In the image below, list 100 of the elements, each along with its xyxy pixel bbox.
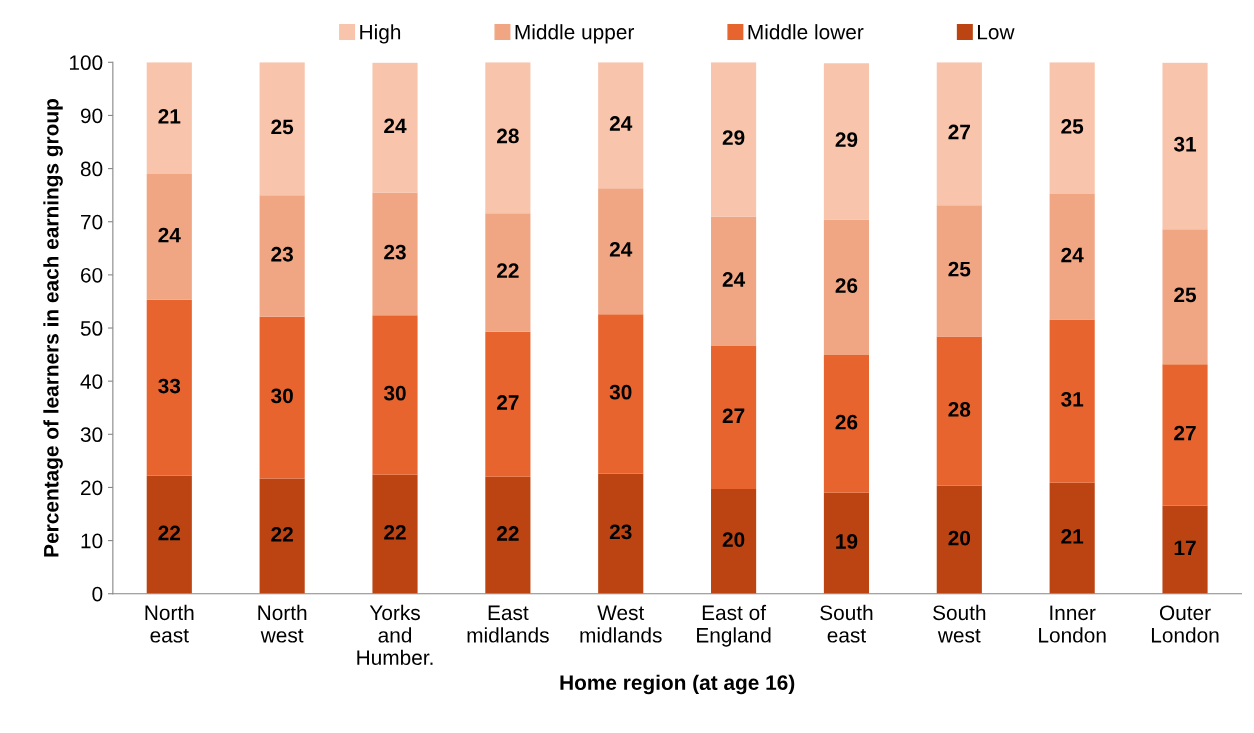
data-label: 24 [609, 242, 633, 257]
y-tick-label: 80 [80, 161, 103, 177]
y-tick-label: 0 [92, 586, 103, 602]
y-tick-label: 30 [80, 427, 103, 443]
bar [823, 219, 870, 356]
data-label: 30 [271, 388, 293, 404]
bar [259, 62, 305, 196]
x-tick-label: West midlands [580, 605, 662, 643]
bar [259, 478, 305, 594]
legend-label: Low [977, 24, 1015, 40]
bar [259, 316, 305, 479]
bar [598, 314, 644, 474]
y-tick-label: 100 [69, 55, 103, 71]
bar [485, 62, 531, 214]
bar [146, 173, 192, 300]
bar [1049, 319, 1095, 483]
data-label: 22 [497, 263, 519, 278]
data-label: 25 [271, 119, 294, 135]
data-label: 24 [158, 227, 181, 243]
bar [711, 216, 757, 347]
bar [146, 62, 192, 174]
data-label: 22 [271, 526, 293, 542]
y-tick-label: 40 [80, 374, 103, 389]
data-label: 30 [383, 385, 406, 401]
data-label: 28 [497, 128, 519, 144]
data-label: 31 [1061, 391, 1084, 407]
data-label: 21 [158, 108, 181, 124]
x-tick-label: East of England [697, 604, 771, 647]
bar [259, 195, 305, 317]
data-label: 24 [1061, 247, 1084, 263]
data-label: 22 [384, 525, 406, 540]
bar [711, 62, 757, 217]
data-label: 21 [1061, 529, 1084, 544]
x-tick-label: South east [820, 604, 873, 643]
bar [1049, 62, 1095, 195]
data-label: 25 [1174, 287, 1197, 303]
y-tick-label: 70 [81, 214, 103, 230]
data-label: 24 [722, 272, 746, 287]
bar [711, 489, 757, 594]
y-tick-label: 50 [80, 321, 103, 336]
data-label: 20 [722, 532, 745, 547]
legend-label: Middle lower [748, 24, 864, 40]
bar [1162, 364, 1208, 506]
data-label: 19 [836, 534, 858, 549]
bar [485, 213, 531, 332]
data-label: 27 [722, 408, 745, 423]
data-label: 27 [497, 395, 519, 410]
bar [823, 355, 870, 493]
bar [372, 474, 418, 594]
x-axis-title: Home region (at age 16) [560, 674, 795, 695]
bar [372, 192, 418, 316]
bar [936, 62, 982, 206]
data-label: 25 [948, 261, 971, 277]
x-tick-label: South west [933, 604, 986, 643]
y-axis-title: Percentage of learners in each earnings group [43, 99, 63, 557]
data-label: 24 [609, 116, 633, 131]
legend-label: Middle upper [515, 24, 635, 44]
data-label: 23 [609, 524, 632, 540]
bar [146, 475, 192, 594]
bar [936, 205, 982, 337]
y-tick-label: 20 [81, 480, 103, 496]
data-label: 20 [948, 530, 971, 546]
bar [711, 346, 757, 490]
bar [936, 336, 982, 486]
y-tick-label: 10 [81, 533, 103, 549]
data-label: 26 [835, 278, 858, 293]
bar [1162, 229, 1208, 365]
data-label: 27 [948, 124, 970, 140]
bar [936, 485, 982, 594]
data-label: 23 [384, 244, 406, 260]
bar [1049, 194, 1095, 320]
data-label: 25 [1061, 119, 1084, 134]
data-label: 31 [1173, 136, 1197, 152]
data-label: 30 [609, 384, 632, 400]
legend-label: High [360, 24, 401, 44]
data-label: 28 [948, 402, 971, 417]
bar [823, 63, 870, 220]
data-label: 27 [1174, 425, 1196, 441]
data-label: 22 [497, 526, 519, 541]
data-label: 23 [271, 246, 293, 262]
data-label: 33 [158, 378, 181, 394]
y-tick-label: 90 [80, 108, 103, 124]
x-tick-label: North west [258, 604, 307, 643]
data-label: 24 [384, 118, 407, 134]
bar [1162, 505, 1208, 594]
bar [485, 476, 531, 594]
bar [372, 315, 418, 475]
data-label: 26 [835, 414, 858, 430]
bar [372, 62, 418, 193]
bar [1049, 482, 1095, 594]
x-tick-label: Yorks and Humber. [357, 604, 433, 666]
y-tick-label: 60 [81, 267, 103, 283]
data-label: 29 [835, 132, 858, 148]
bar [485, 331, 531, 477]
bar [598, 188, 644, 315]
bar [1162, 62, 1208, 230]
bar [598, 62, 644, 189]
bar [146, 299, 192, 476]
x-tick-label: East midlands [467, 605, 549, 643]
x-tick-label: Inner London [1039, 605, 1106, 643]
